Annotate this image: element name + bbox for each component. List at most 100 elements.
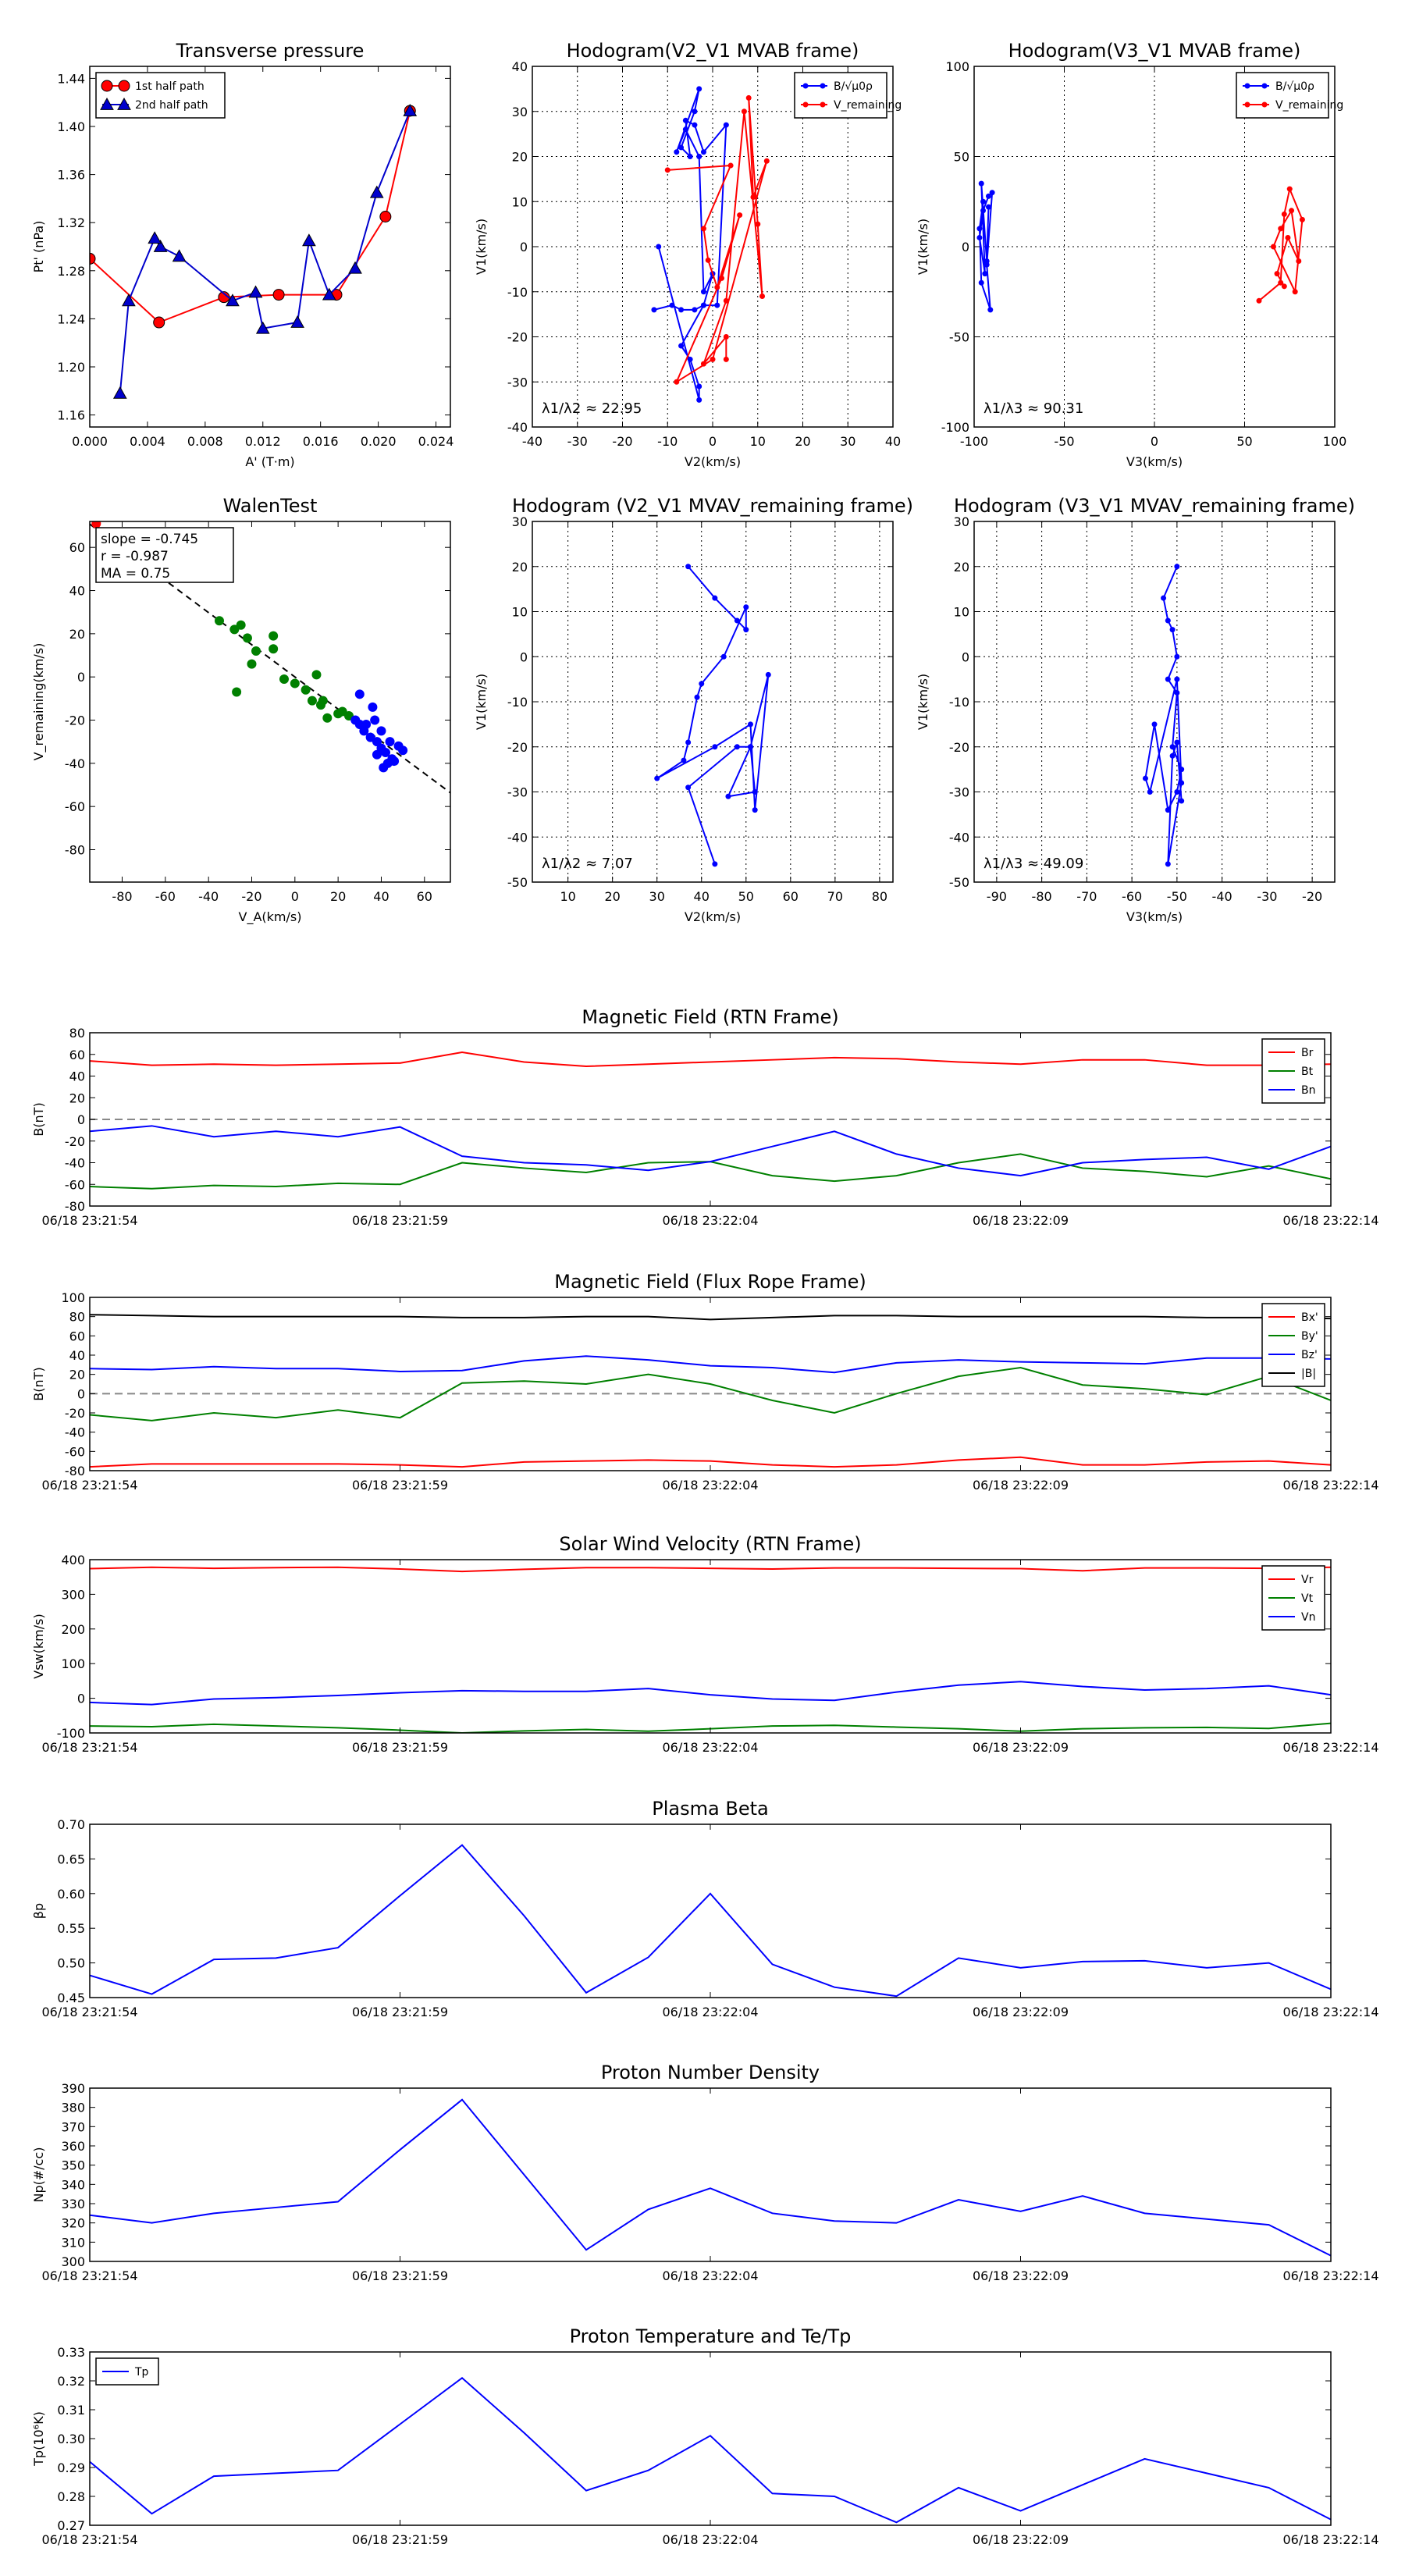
x-tick-label: 06/18 23:22:09 (973, 1478, 1069, 1493)
x-tick-label: 0.000 (72, 434, 108, 449)
data-point (403, 103, 418, 116)
data-point (743, 627, 749, 633)
x-tick-label: 06/18 23:21:54 (41, 2005, 137, 2019)
chart-hodogram-v2-v1-mvab: -40 -30 -20 -10 0 10 20 30 40 -40 -30 -20 -10 0 10 20 30… (474, 40, 902, 469)
y-axis-label: Tp(10⁶K) (31, 2411, 46, 2467)
data-point (1179, 780, 1185, 786)
y-tick-label: 200 (61, 1622, 85, 1637)
chart-hodogram-v2-v1-mvav: 10 20 30 40 50 60 70 80-50-40-30-20-100102030Ho… (474, 495, 913, 924)
y-tick-label: 20 (69, 627, 85, 642)
x-tick-label: 0.016 (303, 434, 339, 449)
chart-hodogram-v3-v1-mvav: -90 -80 -70 -60 -50 -40 -30 -20 -50 -40 -30 -20 -10 0… (916, 495, 1355, 924)
data-point (307, 696, 317, 706)
data-point (1286, 186, 1293, 192)
y-tick-label: 390 (61, 2081, 85, 2096)
chart-title: Proton Number Density (601, 2062, 820, 2083)
chart-plasma-beta: 06/18 23:21:54 06/18 23:21:59 06/18 23:22:… (31, 1798, 1379, 2019)
data-point (696, 397, 702, 403)
y-tick-label: 60 (69, 1329, 85, 1343)
chart-title: Hodogram (V2_V1 MVAV_remaining frame) (512, 495, 913, 517)
x-tick-label: 20 (330, 889, 346, 904)
x-tick-label: 40 (373, 889, 389, 904)
x-tick-label: 0 (1151, 434, 1158, 449)
x-tick-label: 06/18 23:22:04 (662, 1478, 758, 1493)
y-tick-label: -30 (949, 785, 969, 800)
legend-label: |B| (1301, 1368, 1316, 1380)
y-tick-label: 40 (69, 584, 85, 599)
y-tick-label: 1.28 (57, 264, 85, 279)
series-line-2nd half path (119, 110, 411, 393)
x-tick-label: 06/18 23:22:04 (662, 2532, 758, 2547)
x-tick-label: 06/18 23:21:54 (41, 1478, 137, 1493)
y-tick-label: -100 (941, 420, 969, 435)
x-tick-label: -10 (657, 434, 678, 449)
legend-label: 2nd half path (135, 99, 208, 112)
y-tick-label: 0.29 (57, 2460, 85, 2475)
data-point (669, 302, 675, 308)
series-line-Np (90, 2098, 1331, 2257)
data-point (651, 307, 657, 313)
data-point (153, 316, 165, 329)
chart-title: Transverse pressure (176, 40, 365, 62)
data-point (696, 154, 702, 159)
data-point (1278, 226, 1284, 232)
data-point (269, 631, 279, 641)
x-tick-label: 06/18 23:22:04 (662, 2268, 758, 2283)
x-tick-label: 06/18 23:22:09 (973, 2005, 1069, 2019)
data-point (1174, 676, 1180, 682)
data-point (714, 302, 720, 308)
y-tick-label: 340 (61, 2177, 85, 2192)
y-tick-label: 0.55 (57, 1921, 85, 1936)
chart-proton-temperature: 06/18 23:21:54 06/18 23:21:59 06/18 23:22:… (31, 2325, 1379, 2547)
y-tick-label: -40 (65, 1156, 85, 1171)
stats-line: r = -0.987 (101, 549, 169, 564)
y-tick-label: -20 (65, 1406, 85, 1421)
data-point (1274, 271, 1280, 277)
data-point (269, 644, 279, 654)
axes-frame (89, 66, 451, 428)
x-tick-label: 50 (1236, 434, 1252, 449)
y-axis-label: Vsw(km/s) (31, 1614, 46, 1678)
legend-marker (1261, 101, 1268, 108)
chart-title: Magnetic Field (Flux Rope Frame) (554, 1271, 866, 1293)
data-point (664, 167, 670, 173)
data-point (251, 646, 261, 656)
series-line-Br (90, 1051, 1331, 1068)
chart-title: Magnetic Field (RTN Frame) (582, 1006, 838, 1028)
x-tick-label: 0.012 (245, 434, 281, 449)
y-tick-label: 320 (61, 2216, 85, 2231)
data-point (685, 564, 692, 570)
x-tick-label: 10 (560, 889, 575, 904)
x-tick-label: -20 (241, 889, 261, 904)
legend-marker (1244, 83, 1250, 89)
eigenvalue-ratio-annotation: λ1/λ3 ≈ 49.09 (984, 856, 1083, 872)
y-tick-label: 0 (77, 1386, 85, 1401)
data-point (232, 687, 242, 697)
data-point (1169, 627, 1176, 633)
x-tick-label: 06/18 23:22:09 (973, 2268, 1069, 2283)
x-tick-label: 100 (1323, 434, 1347, 449)
y-tick-label: -50 (507, 875, 528, 890)
legend-marker (117, 97, 131, 110)
data-point (379, 211, 392, 222)
legend-marker (1244, 101, 1250, 108)
legend-marker (1261, 83, 1268, 89)
data-point (682, 126, 688, 133)
legend-marker (100, 97, 114, 110)
y-tick-label: 0 (77, 1112, 85, 1127)
x-tick-label: 06/18 23:21:59 (352, 2532, 448, 2547)
y-tick-label: 80 (69, 1310, 85, 1325)
data-point (1270, 244, 1276, 250)
data-point (700, 361, 706, 367)
data-point (322, 713, 333, 723)
data-point (301, 685, 311, 695)
y-axis-label: B(nT) (31, 1367, 46, 1400)
legend-frame (95, 72, 226, 119)
data-point (752, 789, 758, 795)
x-tick-label: 0.024 (418, 434, 454, 449)
x-tick-label: 20 (795, 434, 810, 449)
y-tick-label: 1.32 (57, 215, 85, 230)
data-point (379, 763, 389, 773)
legend-label: Bn (1301, 1084, 1315, 1097)
